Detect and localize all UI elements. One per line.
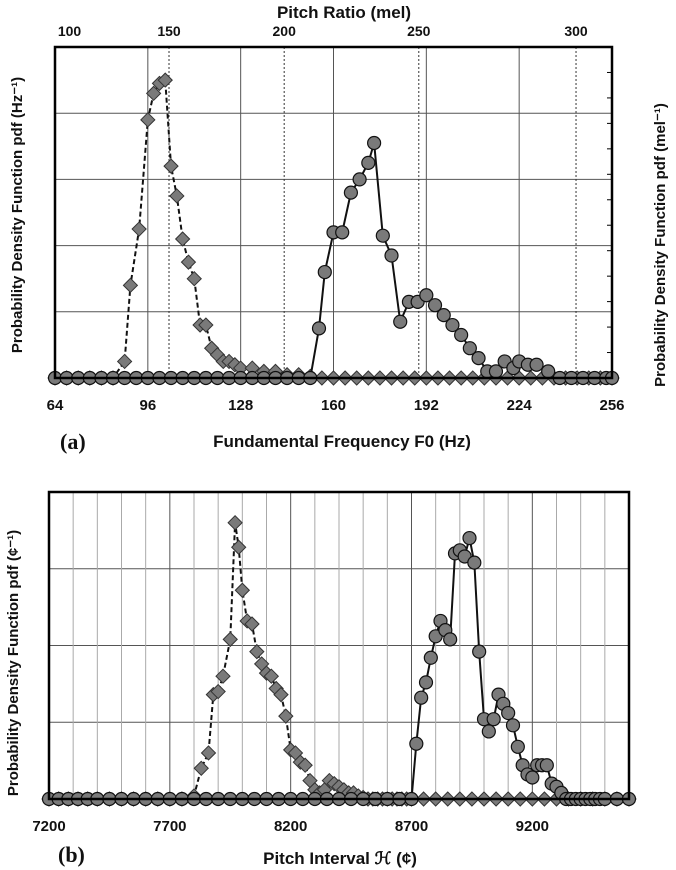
b-series-1-point-48 xyxy=(486,712,501,727)
a-series-1-point-26 xyxy=(335,225,350,240)
a-series-1-point-39 xyxy=(445,317,460,333)
b-series-1-point-45 xyxy=(472,644,487,659)
a-series-1-point-42 xyxy=(471,351,486,366)
b-series-0-point-19 xyxy=(222,631,238,648)
a-series-0-point-19 xyxy=(198,317,214,333)
panel-a-right-y-axis-title: Probability Density Function pdf (mel⁻¹) xyxy=(652,103,669,387)
panel-a-top-tick-labels: 100 150 200 250 300 xyxy=(58,23,588,39)
a-series-0-point-14 xyxy=(169,188,185,204)
panel-b-grid xyxy=(49,492,629,799)
panel-a: 64 96 128 160 192 224 256 100 150 200 250 300 Pitc… xyxy=(9,3,669,454)
a-series-0-point-17 xyxy=(186,270,202,287)
b-series-1-point-43 xyxy=(462,530,477,546)
a-x-tick-label-3: 160 xyxy=(321,397,346,414)
b-x-tick-label-4: 9200 xyxy=(516,818,549,835)
a-series-0-point-9 xyxy=(140,112,156,128)
a-top-tick-label-0: 100 xyxy=(58,23,82,39)
b-series-0-point-15 xyxy=(200,745,217,761)
b-series-0-point-20 xyxy=(227,514,243,531)
a-series-0-point-7 xyxy=(122,277,139,294)
panel-a-label: (a) xyxy=(60,429,86,454)
b-series-1-point-52 xyxy=(505,718,521,733)
b-series-0-point-22 xyxy=(234,582,251,598)
b-series-0-point-17 xyxy=(210,683,226,700)
panel-b-plot-frame xyxy=(47,490,631,801)
a-series-1-point-32 xyxy=(384,248,399,263)
b-series-0-point-25 xyxy=(249,643,265,660)
b-series-0-point-28 xyxy=(263,668,280,684)
a-series-0-point-12 xyxy=(157,72,173,88)
b-x-tick-label-3: 8700 xyxy=(395,818,428,835)
panel-b-x-axis-title: Pitch Interval ℋ (¢) xyxy=(263,849,417,868)
a-series-0-point-8 xyxy=(131,221,147,237)
b-series-1-point-56 xyxy=(525,770,540,785)
panel-a-series xyxy=(47,72,620,386)
b-series-0-point-18 xyxy=(215,668,231,684)
a-series-0-point-6 xyxy=(116,353,133,370)
panel-b: 7200 7700 8200 8700 9200 Probability Density… xyxy=(5,490,637,868)
b-series-1-point-44 xyxy=(467,555,482,570)
a-series-1-point-28 xyxy=(352,172,367,187)
b-series-1-point-47 xyxy=(481,724,496,739)
a-series-1-point-33 xyxy=(393,314,408,329)
b-series-1-point-53 xyxy=(510,739,525,754)
a-series-0-point-10 xyxy=(145,85,162,102)
panel-a-x-axis-title: Fundamental Frequency F0 (Hz) xyxy=(213,432,471,451)
b-series-0-point-30 xyxy=(273,686,289,703)
b-series-1-point-39 xyxy=(443,632,458,647)
a-series-1-point-38 xyxy=(436,308,451,323)
a-series-1-point-27 xyxy=(343,185,359,200)
a-series-0-point-13 xyxy=(163,158,179,174)
a-x-tick-label-1: 96 xyxy=(139,397,156,414)
a-series-1-point-24 xyxy=(317,264,332,280)
a-x-tick-label-2: 128 xyxy=(228,397,253,414)
b-x-tick-label-2: 8200 xyxy=(274,818,307,835)
a-series-1-point-37 xyxy=(427,298,443,313)
b-series-1-point-51 xyxy=(501,705,516,721)
b-x-tick-label-0: 7200 xyxy=(32,818,65,835)
a-series-1-point-41 xyxy=(462,341,477,356)
a-series-1-point-30 xyxy=(367,135,382,151)
panel-b-y-axis-title: Probability Density Function pdf (¢⁻¹) xyxy=(5,530,22,796)
a-series-0-point-16 xyxy=(180,254,197,270)
a-series-1-point-50 xyxy=(541,364,556,379)
a-top-tick-label-4: 300 xyxy=(564,23,588,39)
b-series-0-point-24 xyxy=(244,616,260,632)
b-series-0-point-31 xyxy=(278,708,294,724)
b-series-0-point-35 xyxy=(297,757,313,773)
b-series-0-point-21 xyxy=(231,539,247,555)
panel-a-top-axis-dotted-lines xyxy=(168,47,577,378)
a-top-tick-label-2: 200 xyxy=(273,23,297,39)
b-series-1-point-35 xyxy=(423,650,438,665)
b-series-0-point-14 xyxy=(193,760,209,777)
a-top-tick-label-3: 250 xyxy=(407,23,431,39)
a-series-1-point-23 xyxy=(311,321,327,336)
a-x-tick-label-0: 64 xyxy=(47,397,64,414)
a-x-tick-label-4: 192 xyxy=(414,397,439,414)
a-series-1-point-29 xyxy=(361,155,376,170)
a-series-0-point-15 xyxy=(174,231,191,247)
panel-a-x-tick-labels: 64 96 128 160 192 224 256 xyxy=(47,397,625,414)
a-series-1-point-36 xyxy=(419,288,434,303)
b-series-1-point-34 xyxy=(418,675,434,690)
a-x-tick-label-5: 224 xyxy=(507,397,533,414)
panel-a-top-axis-title: Pitch Ratio (mel) xyxy=(277,3,411,22)
panel-b-x-tick-labels: 7200 7700 8200 8700 9200 xyxy=(32,818,549,835)
panel-a-y-axis-title: Probability Density Function pdf (Hz⁻¹) xyxy=(9,77,26,353)
b-series-1-point-32 xyxy=(409,736,424,751)
b-series-1-point-33 xyxy=(414,690,429,705)
a-series-1-point-49 xyxy=(529,357,544,372)
a-series-1-point-40 xyxy=(454,327,469,343)
a-x-tick-label-6: 256 xyxy=(599,397,624,414)
b-series-1-point-59 xyxy=(539,758,554,773)
a-series-1-point-31 xyxy=(375,228,390,243)
b-x-tick-label-1: 7700 xyxy=(153,818,186,835)
a-top-tick-label-1: 150 xyxy=(157,23,181,39)
panel-b-label: (b) xyxy=(58,842,85,867)
panel-a-plot-frame xyxy=(53,45,614,380)
